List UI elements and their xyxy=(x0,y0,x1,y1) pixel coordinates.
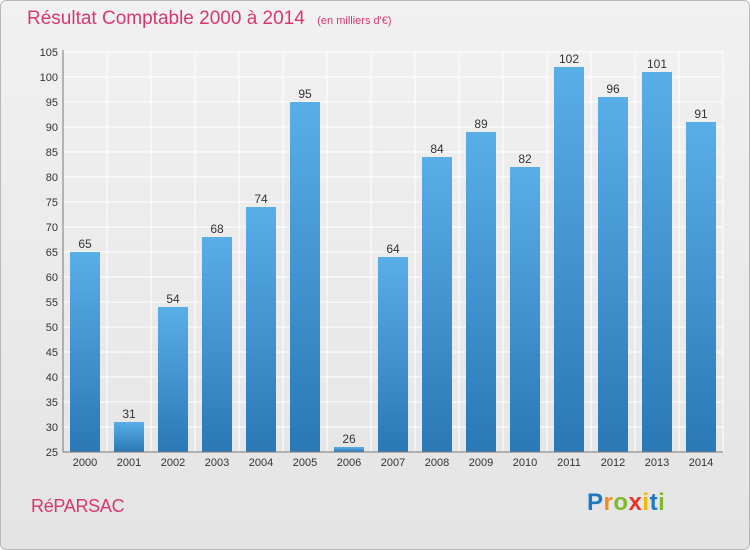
axes: 25 30 35 40 45 50 55 60 65 70 75 80 85 90 95 100 105 2000… xyxy=(40,47,723,469)
y-tick-label: 35 xyxy=(46,397,58,409)
value-label: 65 xyxy=(78,237,92,251)
title-row: Résultat Comptable 2000 à 2014 (en milli… xyxy=(27,8,392,30)
value-label: 54 xyxy=(166,292,180,306)
x-tick-label: 2003 xyxy=(205,457,229,469)
value-label: 91 xyxy=(694,107,708,121)
bar-2011 xyxy=(554,67,584,452)
y-tick-label: 90 xyxy=(46,122,58,134)
x-tick-label: 2012 xyxy=(601,457,625,469)
bar-2001 xyxy=(114,422,144,452)
value-label: 84 xyxy=(430,142,444,156)
y-tick-label: 75 xyxy=(46,197,58,209)
bar-2009 xyxy=(466,132,496,452)
logo-letter: t xyxy=(649,489,659,516)
value-label: 101 xyxy=(647,57,667,71)
bar-2010 xyxy=(510,167,540,452)
bar-2006 xyxy=(334,447,364,452)
logo-letter: r xyxy=(603,489,614,516)
bars: 65 31 54 68 74 95 26 64 84 89 82 102 96 101 91 xyxy=(70,52,716,452)
x-tick-label: 2006 xyxy=(337,457,361,469)
y-tick-label: 70 xyxy=(46,222,58,234)
y-tick-label: 50 xyxy=(46,322,58,334)
x-tick-label: 2005 xyxy=(293,457,317,469)
value-label: 82 xyxy=(518,152,532,166)
value-label: 26 xyxy=(342,432,356,446)
x-tick-label: 2008 xyxy=(425,457,449,469)
y-tick-label: 80 xyxy=(46,172,58,184)
bar-2013 xyxy=(642,72,672,452)
x-tick-label: 2014 xyxy=(689,457,713,469)
town-name: RéPARSAC xyxy=(31,496,125,516)
bar-2000 xyxy=(70,252,100,452)
x-tick-label: 2000 xyxy=(73,457,97,469)
logo-letter: o xyxy=(613,489,629,516)
y-tick-label: 100 xyxy=(40,72,58,84)
x-tick-label: 2002 xyxy=(161,457,185,469)
x-tick-label: 2010 xyxy=(513,457,537,469)
chart-title: Résultat Comptable 2000 à 2014 xyxy=(27,8,305,29)
value-label: 31 xyxy=(122,407,136,421)
bar-2012 xyxy=(598,97,628,452)
y-tick-label: 40 xyxy=(46,372,58,384)
value-label: 68 xyxy=(210,222,224,236)
x-tick-label: 2009 xyxy=(469,457,493,469)
bar-2004 xyxy=(246,207,276,452)
value-label: 89 xyxy=(474,117,488,131)
y-tick-label: 105 xyxy=(40,47,58,59)
y-tick-label: 60 xyxy=(46,272,58,284)
y-tick-label: 65 xyxy=(46,247,58,259)
value-label: 102 xyxy=(559,52,579,66)
bar-2002 xyxy=(158,307,188,452)
y-tick-label: 85 xyxy=(46,147,58,159)
logo-letter: P xyxy=(587,489,604,516)
x-tick-label: 2004 xyxy=(249,457,273,469)
bar-2005 xyxy=(290,102,320,452)
logo-letter: i xyxy=(658,489,666,516)
x-tick-label: 2013 xyxy=(645,457,669,469)
x-tick-label: 2001 xyxy=(117,457,141,469)
proxiti-logo: Proxiti xyxy=(587,489,665,517)
y-tick-label: 25 xyxy=(46,447,58,459)
x-tick-label: 2007 xyxy=(381,457,405,469)
y-tick-label: 95 xyxy=(46,97,58,109)
y-tick-label: 45 xyxy=(46,347,58,359)
logo-letter: x xyxy=(628,489,643,516)
bar-2008 xyxy=(422,157,452,452)
value-label: 95 xyxy=(298,87,312,101)
value-label: 64 xyxy=(386,242,400,256)
value-label: 74 xyxy=(254,192,268,206)
chart-subtitle: (en milliers d'€) xyxy=(317,15,392,27)
x-tick-label: 2011 xyxy=(557,457,581,469)
bar-2003 xyxy=(202,237,232,452)
value-label: 96 xyxy=(606,82,620,96)
bar-2014 xyxy=(686,122,716,452)
bar-2007 xyxy=(378,257,408,452)
y-tick-label: 30 xyxy=(46,422,58,434)
logo-letter: i xyxy=(642,489,650,516)
y-tick-label: 55 xyxy=(46,297,58,309)
